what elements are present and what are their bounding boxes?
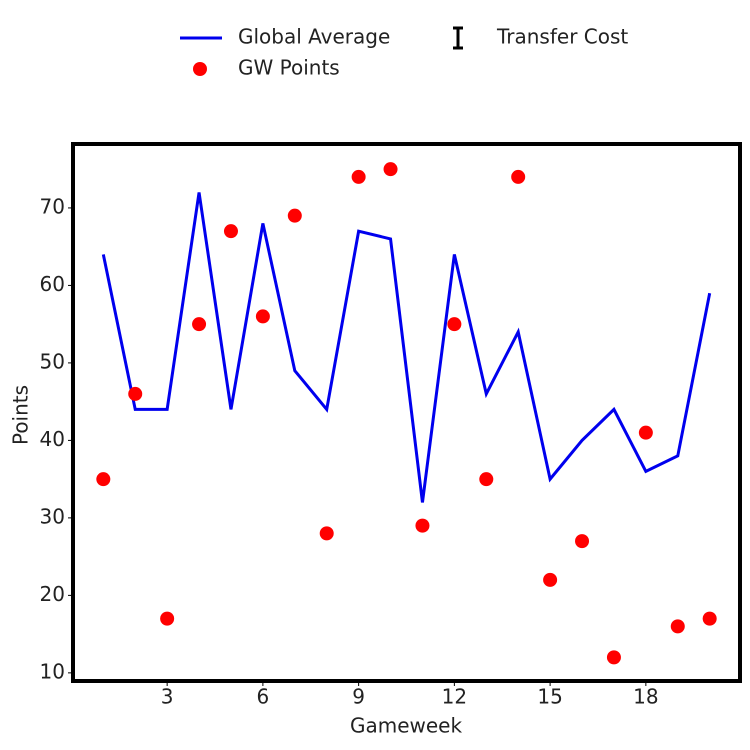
legend-label: Global Average <box>238 25 390 49</box>
x-tick-label: 18 <box>633 685 658 709</box>
legend-label: GW Points <box>238 56 340 80</box>
y-tick-label: 40 <box>40 427 65 451</box>
y-tick-label: 10 <box>40 659 65 683</box>
y-axis-label: Points <box>9 385 33 445</box>
y-tick-label: 50 <box>40 349 65 373</box>
y-tick-label: 60 <box>40 272 65 296</box>
x-tick-label: 6 <box>257 685 270 709</box>
legend-errorbar <box>453 26 463 50</box>
line <box>101 192 712 503</box>
y-tick-label: 30 <box>40 504 65 528</box>
x-tick-label: 9 <box>352 685 365 709</box>
point <box>638 425 653 440</box>
point <box>287 208 302 223</box>
point <box>160 611 175 626</box>
point <box>96 472 111 487</box>
point <box>383 162 398 177</box>
point <box>223 224 238 239</box>
point <box>543 572 558 587</box>
point <box>319 526 334 541</box>
point <box>415 518 430 533</box>
x-tick-label: 3 <box>161 685 174 709</box>
legend-label: Transfer Cost <box>496 25 628 49</box>
point <box>606 650 621 665</box>
point <box>192 317 207 332</box>
y-tick-label: 70 <box>40 194 65 218</box>
x-tick-label: 15 <box>537 685 562 709</box>
legend-dot <box>193 62 207 76</box>
plot-frame <box>71 142 742 683</box>
point <box>447 317 462 332</box>
point <box>479 472 494 487</box>
point <box>128 386 143 401</box>
point <box>702 611 717 626</box>
point <box>670 619 685 634</box>
y-tick-label: 20 <box>40 582 65 606</box>
x-tick-label: 12 <box>442 685 467 709</box>
point <box>575 534 590 549</box>
point <box>351 169 366 184</box>
x-axis-label: Gameweek <box>350 714 463 738</box>
point <box>255 309 270 324</box>
point <box>511 169 526 184</box>
